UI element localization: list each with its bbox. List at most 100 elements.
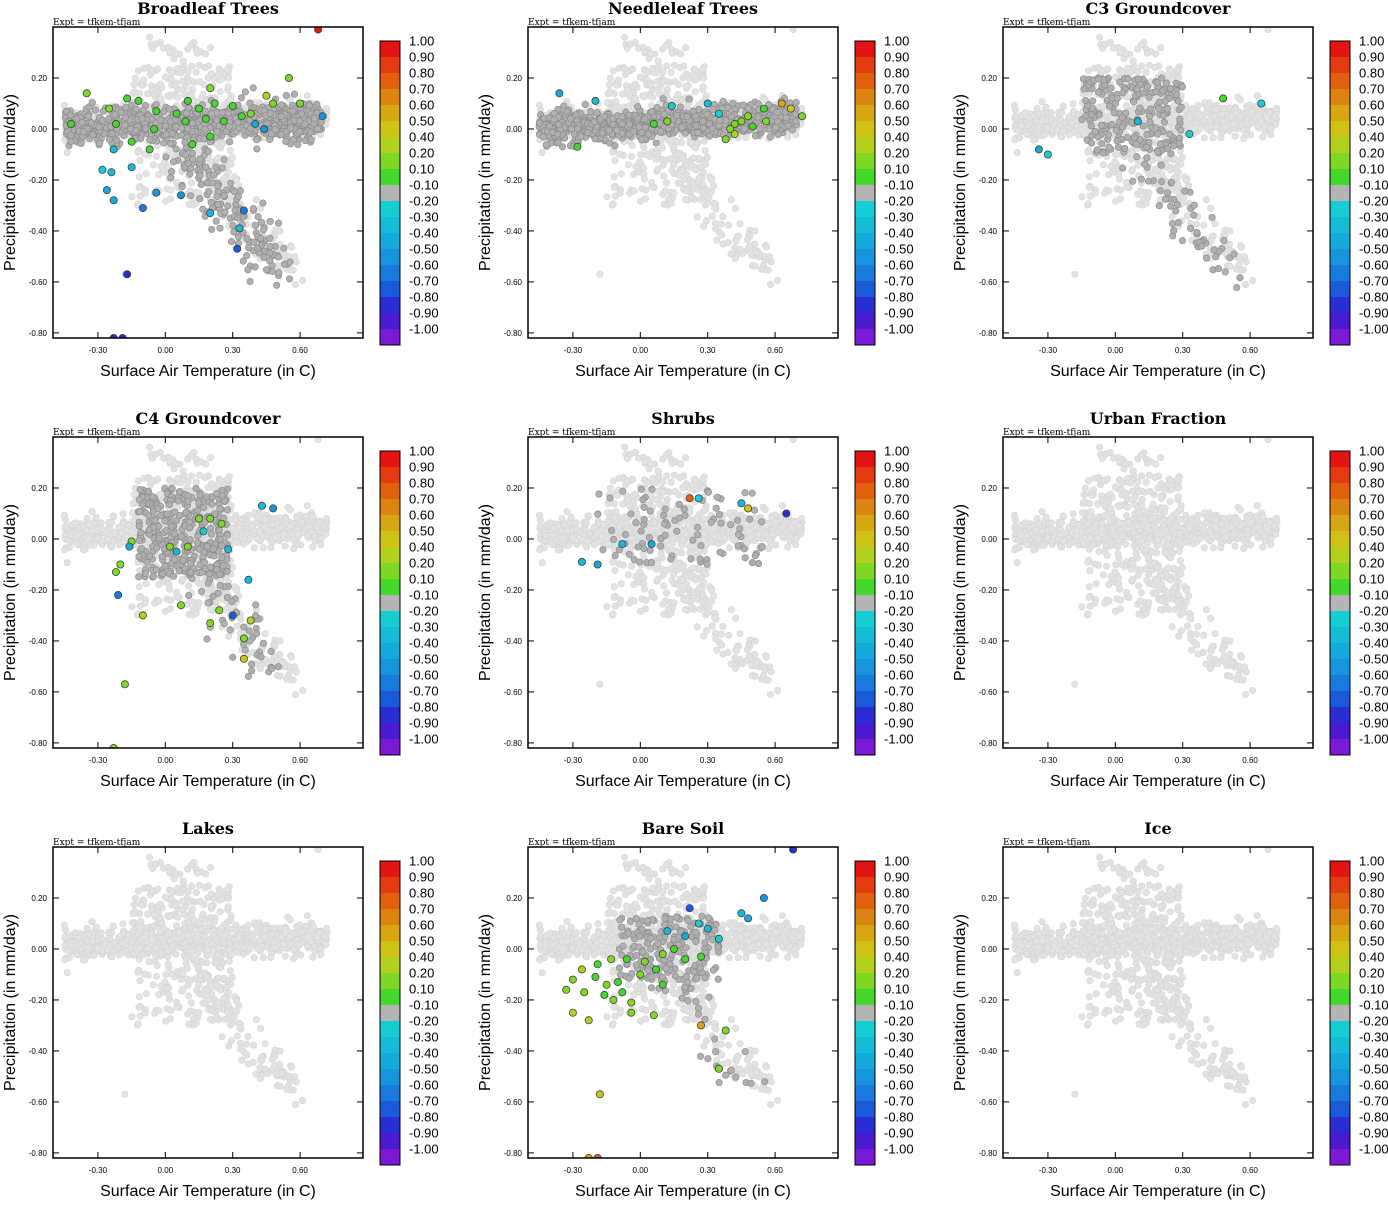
data-point [128,138,135,145]
colorbar-label: 0.60 [409,97,434,112]
y-tick-label: -0.20 [504,996,523,1005]
points-layer [536,436,805,697]
colorbar-swatch [380,265,400,281]
data-point [207,133,214,140]
colorbar-swatch [855,41,875,57]
data-point [229,612,236,619]
colorbar-label: -0.60 [1359,257,1388,272]
colorbar-swatch [855,973,875,989]
colorbar-swatch [1330,121,1350,137]
x-tick-label: 0.00 [633,1166,649,1175]
chart-title: C3 Groundcover [1086,0,1232,18]
background-cloud [536,26,805,287]
colorbar-swatch [380,563,400,579]
data-point [220,118,227,125]
x-tick-label: 0.60 [292,756,308,765]
x-axis-label: Surface Air Temperature (in C) [575,773,791,790]
colorbar-label: 0.80 [884,885,909,900]
colorbar-label: 0.20 [884,965,909,980]
y-tick-label: -0.80 [504,1149,523,1158]
colorbar-label: -0.90 [1359,1125,1388,1140]
colorbar-swatch [855,515,875,531]
data-point [240,655,247,662]
y-tick-label: -0.80 [504,739,523,748]
colorbar-swatch [380,1133,400,1149]
x-tick-label: 0.00 [1108,1166,1124,1175]
colorbar-swatch [380,329,400,345]
x-tick-label: 0.30 [225,1166,241,1175]
chart-title: Ice [1144,820,1171,838]
colorbar-label: 0.60 [1359,507,1384,522]
colorbar-label: 0.10 [1359,161,1384,176]
colorbar-label: -0.20 [409,1013,439,1028]
y-tick-label: 0.00 [31,125,47,134]
colorbar-swatch [380,121,400,137]
y-tick-label: 0.20 [31,484,47,493]
colorbar-label: 0.40 [884,949,909,964]
y-tick-label: 0.20 [506,74,522,83]
x-tick-label: 0.60 [767,1166,783,1175]
colorbar-swatch [380,627,400,643]
y-axis-label: Precipitation (in mm/day) [952,504,969,681]
colorbar-swatch [380,1037,400,1053]
data-point [578,558,585,565]
data-point [112,569,119,576]
colorbar-label: -0.70 [1359,1093,1388,1108]
colorbar-label: 0.60 [409,507,434,522]
colorbar-swatch [380,281,400,297]
data-point [261,125,268,132]
y-tick-label: -0.80 [979,1149,998,1158]
data-point [184,543,191,550]
x-tick-label: -0.30 [564,346,583,355]
x-axis-label: Surface Air Temperature (in C) [1050,363,1266,380]
colorbar-label: -0.30 [1359,209,1388,224]
data-point [110,146,117,153]
data-point [99,166,106,173]
colorbar-label: -0.10 [1359,177,1388,192]
data-point [139,612,146,619]
x-tick-label: 0.00 [158,346,174,355]
y-tick-label: -0.60 [504,1098,523,1107]
points-layer [1011,26,1280,291]
y-tick-label: -0.80 [29,1149,48,1158]
colorbar-label: -0.50 [1359,241,1388,256]
x-tick-label: 0.60 [292,346,308,355]
data-point [738,910,745,917]
colorbar-swatch [1330,1069,1350,1085]
data-point [664,928,671,935]
colorbar-label: -0.20 [884,193,914,208]
y-tick-label: -0.20 [979,996,998,1005]
colorbar-label: 0.60 [884,917,909,932]
data-point [106,105,113,112]
colorbar-swatch [1330,185,1350,201]
colorbar-label: -0.70 [409,683,439,698]
points-layer [536,26,806,287]
data-point [745,915,752,922]
colorbar-swatch [855,957,875,973]
colorbar-label: 0.80 [884,65,909,80]
colorbar-swatch [1330,281,1350,297]
data-point [67,120,74,127]
data-point [695,495,702,502]
colorbar-label: 0.50 [884,113,909,128]
y-tick-label: -0.40 [504,227,523,236]
colorbar-swatch [855,57,875,73]
y-tick-label: -0.60 [29,278,48,287]
colorbar: 1.000.900.800.700.600.500.400.200.10-0.1… [380,33,439,345]
x-axis-label: Surface Air Temperature (in C) [1050,773,1266,790]
colorbar-label: 0.50 [884,933,909,948]
colorbar-label: -0.60 [884,257,914,272]
colorbar: 1.000.900.800.700.600.500.400.200.10-0.1… [1330,853,1388,1165]
colorbar-label: 0.50 [1359,113,1384,128]
data-point [202,115,209,122]
data-point [195,105,202,112]
colorbar-label: 0.10 [1359,571,1384,586]
colorbar-swatch [855,1117,875,1133]
data-point [1258,100,1265,107]
colorbar-swatch [855,1069,875,1085]
colorbar-label: -0.80 [1359,699,1388,714]
colorbar-swatch [380,41,400,57]
